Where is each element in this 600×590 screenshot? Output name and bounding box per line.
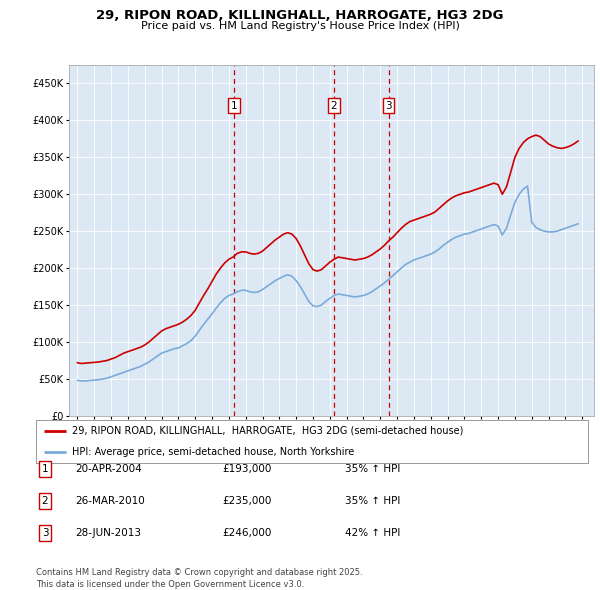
Text: 2: 2 [331, 100, 337, 110]
Text: 29, RIPON ROAD, KILLINGHALL,  HARROGATE,  HG3 2DG (semi-detached house): 29, RIPON ROAD, KILLINGHALL, HARROGATE, … [72, 426, 463, 436]
Text: 35% ↑ HPI: 35% ↑ HPI [345, 464, 400, 474]
Text: 3: 3 [41, 528, 49, 537]
Text: £235,000: £235,000 [222, 496, 271, 506]
Text: 2: 2 [41, 496, 49, 506]
Text: £193,000: £193,000 [222, 464, 271, 474]
Text: HPI: Average price, semi-detached house, North Yorkshire: HPI: Average price, semi-detached house,… [72, 447, 354, 457]
Text: 42% ↑ HPI: 42% ↑ HPI [345, 528, 400, 537]
Text: 26-MAR-2010: 26-MAR-2010 [75, 496, 145, 506]
Text: Price paid vs. HM Land Registry's House Price Index (HPI): Price paid vs. HM Land Registry's House … [140, 21, 460, 31]
Text: 1: 1 [230, 100, 237, 110]
Text: 3: 3 [385, 100, 392, 110]
Text: 20-APR-2004: 20-APR-2004 [75, 464, 142, 474]
Text: 35% ↑ HPI: 35% ↑ HPI [345, 496, 400, 506]
Text: Contains HM Land Registry data © Crown copyright and database right 2025.
This d: Contains HM Land Registry data © Crown c… [36, 568, 362, 589]
Text: £246,000: £246,000 [222, 528, 271, 537]
Text: 1: 1 [41, 464, 49, 474]
Text: 29, RIPON ROAD, KILLINGHALL, HARROGATE, HG3 2DG: 29, RIPON ROAD, KILLINGHALL, HARROGATE, … [96, 9, 504, 22]
Text: 28-JUN-2013: 28-JUN-2013 [75, 528, 141, 537]
